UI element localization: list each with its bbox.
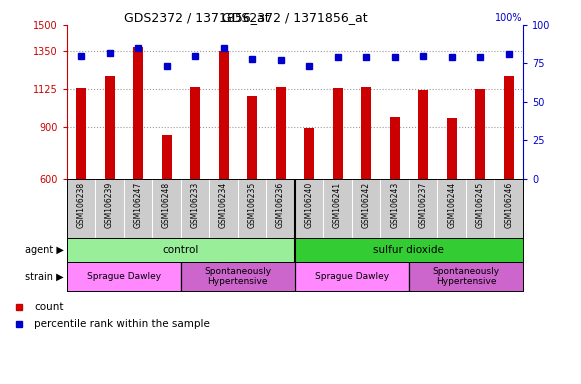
Bar	[447, 118, 457, 179]
Bar	[504, 76, 514, 179]
Bar	[361, 87, 371, 179]
Bar	[333, 88, 343, 179]
Bar	[76, 88, 86, 179]
Bar	[275, 87, 286, 179]
Text: 100%: 100%	[496, 13, 523, 23]
Text: Spontaneously
Hypertensive: Spontaneously Hypertensive	[432, 266, 500, 286]
Text: sulfur dioxide: sulfur dioxide	[374, 245, 444, 255]
Bar	[418, 90, 428, 179]
Text: GSM106247: GSM106247	[134, 182, 142, 228]
Bar	[218, 51, 228, 179]
Text: GSM106244: GSM106244	[447, 182, 456, 228]
Text: GSM106241: GSM106241	[333, 182, 342, 228]
Bar	[390, 117, 400, 179]
Text: GSM106245: GSM106245	[476, 182, 485, 228]
Title: GDS2372 / 1371856_at: GDS2372 / 1371856_at	[222, 11, 368, 24]
Text: GSM106246: GSM106246	[504, 182, 513, 228]
Bar	[190, 87, 200, 179]
Text: GSM106243: GSM106243	[390, 182, 399, 228]
Text: count: count	[34, 302, 64, 312]
Bar	[162, 135, 171, 179]
Text: GSM106236: GSM106236	[276, 182, 285, 228]
Bar	[181, 262, 295, 291]
Bar	[295, 238, 523, 262]
Text: percentile rank within the sample: percentile rank within the sample	[34, 319, 210, 329]
Text: GSM106237: GSM106237	[419, 182, 428, 228]
Bar	[409, 262, 523, 291]
Text: control: control	[163, 245, 199, 255]
Bar	[67, 238, 295, 262]
Bar	[295, 262, 409, 291]
Text: GSM106234: GSM106234	[219, 182, 228, 228]
Text: GSM106248: GSM106248	[162, 182, 171, 228]
Text: Spontaneously
Hypertensive: Spontaneously Hypertensive	[205, 266, 271, 286]
Bar	[133, 47, 143, 179]
Text: GSM106238: GSM106238	[77, 182, 85, 228]
Bar	[67, 262, 181, 291]
Text: GSM106239: GSM106239	[105, 182, 114, 228]
Text: GSM106233: GSM106233	[191, 182, 200, 228]
Text: GSM106240: GSM106240	[304, 182, 314, 228]
Text: GSM106242: GSM106242	[361, 182, 371, 228]
Text: GDS2372 / 1371856_at: GDS2372 / 1371856_at	[124, 11, 270, 24]
Text: strain ▶: strain ▶	[26, 271, 64, 281]
Text: GSM106235: GSM106235	[248, 182, 257, 228]
Bar	[475, 89, 485, 179]
Text: Sprague Dawley: Sprague Dawley	[315, 272, 389, 281]
Bar	[105, 76, 114, 179]
Text: Sprague Dawley: Sprague Dawley	[87, 272, 161, 281]
Bar	[304, 128, 314, 179]
Text: agent ▶: agent ▶	[25, 245, 64, 255]
Bar	[247, 96, 257, 179]
